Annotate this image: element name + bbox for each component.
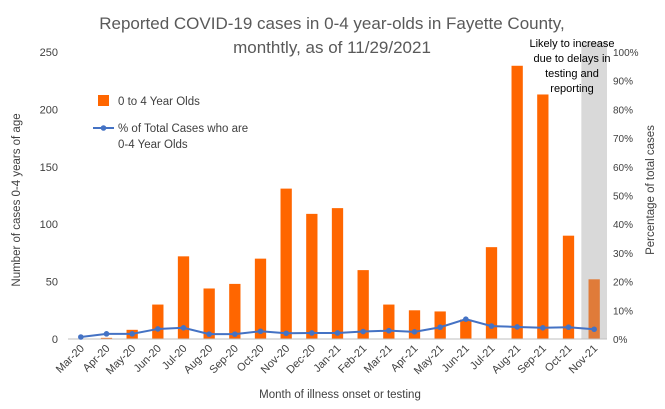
y2-axis-title: Percentage of total cases: [645, 125, 657, 255]
delay-note-line-1: Likely to increase: [530, 38, 615, 50]
y2-tick-label: 10%: [613, 306, 633, 317]
y-tick-label: 150: [40, 162, 58, 174]
delay-note-line-4: reporting: [550, 83, 593, 95]
bar-dec-20: [306, 213, 318, 339]
y2-tick-label: 50%: [613, 192, 633, 203]
bar-jul-20: [177, 256, 190, 339]
bar-mar-21: [383, 304, 395, 339]
pct-point-nov-20: [283, 330, 289, 337]
pct-point-sep-21: [540, 325, 546, 331]
bar-jan-21: [331, 208, 344, 339]
left-axis-ticks: 0 50 100 150 200 250: [40, 47, 58, 346]
bar-nov-20: [280, 188, 292, 339]
pct-point-aug-20: [206, 331, 212, 337]
bar-jun-20: [152, 304, 164, 339]
bar-apr-21: [408, 310, 421, 339]
legend-line-label-line-2: 0-4 Year Olds: [118, 139, 188, 151]
y2-tick-label: 30%: [613, 249, 633, 260]
bar-series: [100, 65, 600, 339]
right-axis-ticks: 0% 10% 20% 30% 40% 50% 60% 70% 80% 90% 100%: [613, 48, 639, 346]
bar-oct-20: [254, 258, 267, 339]
y-tick-label: 0: [52, 334, 58, 346]
pct-point-feb-21: [360, 328, 366, 335]
legend-line-label-line-1: % of Total Cases who are: [118, 123, 248, 135]
y2-tick-label: 40%: [613, 220, 633, 231]
y2-tick-label: 70%: [613, 134, 633, 145]
legend-bar-label: 0 to 4 Year Olds: [118, 96, 200, 108]
pct-point-apr-20: [103, 331, 110, 337]
pct-point-may-20: [129, 331, 135, 337]
pct-point-mar-20: [78, 334, 84, 340]
y-tick-label: 200: [40, 104, 58, 116]
x-tick-label-jun-21: Jun-21: [440, 343, 472, 375]
pct-point-nov-21: [591, 326, 597, 333]
pct-point-oct-20: [257, 328, 264, 335]
chart-title-line-1: Reported COVID-19 cases in 0-4 year-olds…: [99, 14, 565, 33]
pct-point-mar-21: [386, 327, 392, 334]
y2-tick-label: 60%: [613, 163, 633, 174]
bar-apr-20: [100, 337, 113, 339]
pct-point-dec-20: [309, 330, 315, 336]
bar-oct-21: [562, 235, 575, 339]
x-tick-label-sep-21: Sep-21: [515, 343, 549, 377]
bar-jun-21: [460, 319, 472, 339]
x-tick-label-mar-20: Mar-20: [54, 343, 87, 376]
delay-note-line-3: testing and: [545, 68, 599, 80]
x-tick-label-sep-20: Sep-20: [207, 343, 241, 377]
pct-point-may-21: [437, 324, 443, 331]
chart-title-line-2: monthtly, as of 11/29/2021: [233, 38, 431, 57]
pct-point-aug-21: [514, 324, 520, 330]
legend: 0 to 4 Year Olds % of Total Cases who ar…: [93, 95, 248, 151]
bar-feb-21: [357, 270, 369, 339]
y2-tick-label: 80%: [613, 105, 633, 116]
x-tick-label-jun-20: Jun-20: [132, 343, 164, 375]
y2-tick-label: 0%: [613, 335, 628, 346]
legend-line-marker: [100, 125, 107, 131]
bar-aug-20: [203, 288, 215, 339]
y2-tick-label: 20%: [613, 278, 633, 289]
y-tick-label: 100: [40, 219, 58, 231]
x-tick-label-nov-21: Nov-21: [567, 343, 601, 377]
pct-point-jun-21: [463, 316, 469, 322]
y2-tick-label: 100%: [613, 48, 639, 59]
pct-point-sep-20: [232, 331, 238, 337]
y-axis-title: Number of cases 0-4 years of age: [11, 113, 23, 286]
pct-point-jun-20: [155, 326, 161, 332]
y-tick-label: 250: [40, 47, 58, 59]
bar-nov-21: [588, 279, 600, 339]
x-axis-ticks: Mar-20Apr-20May-20Jun-20Jul-20Aug-20Sep-…: [54, 343, 600, 377]
bar-sep-20: [229, 283, 241, 339]
pct-point-jul-20: [180, 325, 187, 331]
line-series: [78, 316, 597, 340]
pct-point-apr-21: [411, 329, 418, 335]
x-tick-label-dec-20: Dec-20: [284, 343, 318, 377]
x-tick-label-mar-21: Mar-21: [362, 343, 395, 376]
y2-tick-label: 90%: [613, 77, 633, 88]
bar-aug-21: [511, 65, 523, 339]
x-axis-title: Month of illness onset or testing: [259, 389, 421, 401]
pct-point-jan-21: [334, 330, 341, 336]
delay-note-line-2: due to delays in: [533, 53, 610, 65]
legend-bar-swatch: [98, 95, 109, 106]
bar-jul-21: [485, 247, 498, 339]
pct-point-oct-21: [565, 324, 572, 331]
bar-sep-21: [537, 94, 549, 339]
y-tick-label: 50: [46, 277, 58, 289]
pct-point-jul-21: [488, 323, 495, 329]
